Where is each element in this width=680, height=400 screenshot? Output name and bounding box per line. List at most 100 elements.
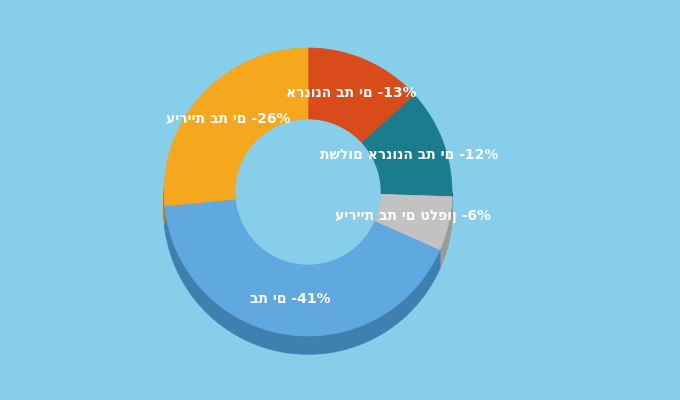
Polygon shape	[234, 316, 239, 337]
Polygon shape	[288, 335, 294, 353]
Polygon shape	[305, 264, 307, 282]
Polygon shape	[239, 214, 241, 236]
Polygon shape	[238, 208, 239, 230]
Polygon shape	[314, 263, 318, 282]
Polygon shape	[254, 240, 256, 260]
Polygon shape	[218, 305, 224, 326]
Polygon shape	[165, 212, 167, 236]
Polygon shape	[373, 221, 374, 242]
Polygon shape	[263, 329, 269, 349]
Polygon shape	[307, 336, 313, 354]
Polygon shape	[258, 244, 260, 264]
Polygon shape	[430, 262, 434, 285]
Polygon shape	[274, 255, 277, 275]
Polygon shape	[347, 251, 350, 270]
Polygon shape	[283, 259, 286, 278]
Polygon shape	[301, 264, 305, 282]
Polygon shape	[192, 277, 196, 300]
Polygon shape	[214, 300, 218, 323]
Polygon shape	[224, 308, 228, 330]
Polygon shape	[165, 199, 440, 336]
Polygon shape	[333, 332, 339, 352]
Polygon shape	[171, 237, 173, 261]
Polygon shape	[374, 194, 452, 250]
Polygon shape	[386, 309, 392, 331]
Polygon shape	[361, 95, 452, 197]
Polygon shape	[178, 255, 182, 279]
Polygon shape	[336, 257, 339, 276]
Text: תשלום ארנונה בת ים -12%: תשלום ארנונה בת ים -12%	[320, 148, 498, 162]
Polygon shape	[243, 224, 245, 244]
Polygon shape	[360, 240, 362, 260]
Polygon shape	[245, 226, 246, 247]
Polygon shape	[204, 292, 209, 314]
Polygon shape	[168, 225, 169, 249]
Polygon shape	[279, 258, 283, 277]
Polygon shape	[251, 324, 257, 345]
Polygon shape	[246, 229, 248, 250]
Polygon shape	[167, 218, 168, 243]
Polygon shape	[266, 250, 269, 270]
Circle shape	[236, 120, 380, 264]
Polygon shape	[301, 336, 307, 354]
Polygon shape	[209, 296, 214, 318]
Polygon shape	[420, 278, 424, 301]
Polygon shape	[294, 335, 301, 354]
Polygon shape	[326, 261, 330, 280]
Polygon shape	[248, 232, 250, 252]
Polygon shape	[164, 48, 308, 206]
Polygon shape	[358, 325, 364, 345]
Polygon shape	[320, 262, 324, 281]
Polygon shape	[437, 250, 440, 274]
Polygon shape	[366, 232, 368, 253]
Polygon shape	[292, 262, 295, 281]
Polygon shape	[375, 316, 381, 337]
Polygon shape	[282, 334, 288, 353]
Polygon shape	[196, 282, 200, 305]
Polygon shape	[411, 288, 415, 310]
Polygon shape	[289, 261, 292, 280]
Polygon shape	[369, 319, 375, 340]
Text: עיריית בת ים -26%: עיריית בת ים -26%	[166, 112, 290, 126]
Polygon shape	[260, 246, 263, 266]
Polygon shape	[357, 242, 360, 262]
Polygon shape	[286, 260, 289, 279]
Polygon shape	[362, 238, 364, 258]
Polygon shape	[352, 327, 358, 347]
Polygon shape	[320, 335, 326, 354]
Polygon shape	[184, 266, 188, 290]
Polygon shape	[407, 292, 411, 315]
Polygon shape	[241, 218, 242, 238]
Polygon shape	[271, 254, 274, 273]
Polygon shape	[239, 319, 245, 340]
Polygon shape	[256, 242, 258, 262]
Polygon shape	[364, 322, 369, 343]
Polygon shape	[326, 334, 333, 353]
Polygon shape	[355, 244, 357, 265]
Polygon shape	[369, 227, 371, 248]
Polygon shape	[308, 48, 415, 144]
Polygon shape	[269, 331, 275, 350]
Polygon shape	[427, 267, 430, 291]
Polygon shape	[263, 248, 266, 268]
Text: עיריית בת ים טלפון -6%: עיריית בת ים טלפון -6%	[335, 209, 491, 223]
Polygon shape	[368, 230, 369, 250]
Polygon shape	[352, 247, 355, 267]
Polygon shape	[176, 249, 178, 273]
Polygon shape	[307, 264, 311, 282]
Polygon shape	[269, 252, 271, 272]
Polygon shape	[169, 231, 171, 255]
Polygon shape	[434, 256, 437, 280]
Polygon shape	[424, 273, 427, 296]
Polygon shape	[371, 224, 373, 245]
Text: ארנונה בת ים -13%: ארנונה בת ים -13%	[286, 86, 417, 100]
Polygon shape	[345, 329, 352, 349]
Polygon shape	[333, 258, 336, 278]
Polygon shape	[242, 220, 243, 242]
Polygon shape	[311, 264, 314, 282]
Polygon shape	[339, 331, 345, 350]
Polygon shape	[200, 287, 204, 310]
Polygon shape	[250, 234, 252, 255]
Polygon shape	[257, 327, 263, 347]
Polygon shape	[298, 263, 301, 282]
